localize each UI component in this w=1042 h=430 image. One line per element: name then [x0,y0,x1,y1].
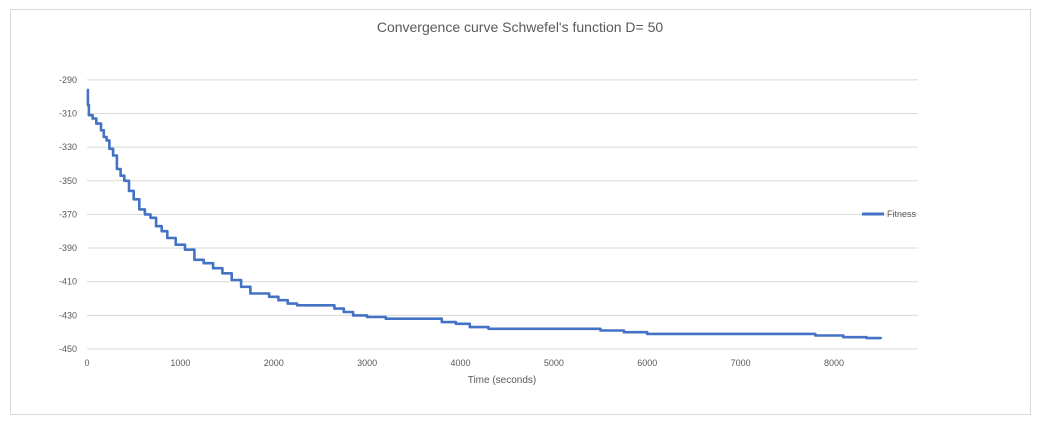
y-tick-label: -430 [59,310,77,320]
y-tick-label: -450 [59,344,77,354]
y-tick-label: -410 [59,277,77,287]
x-tick-label: 6000 [637,358,657,368]
x-tick-label: 0 [84,358,89,368]
x-axis-title: Time (seconds) [468,375,537,386]
x-tick-label: 3000 [357,358,377,368]
series-line-fitness [86,88,882,340]
chart-area [10,9,1031,415]
plot-area [86,88,882,340]
y-tick-label: -350 [59,176,77,186]
y-tick-label: -310 [59,108,77,118]
x-tick-label: 1000 [170,358,190,368]
x-tick-label: 8000 [824,358,844,368]
x-tick-label: 4000 [450,358,470,368]
y-tick-label: -290 [59,75,77,85]
y-tick-label: -390 [59,243,77,253]
x-tick-label: 5000 [544,358,564,368]
x-tick-label: 2000 [264,358,284,368]
y-axis-ticks: -290 -310 -330 -350 -370 -390 -410 -430 -450 [59,75,77,354]
y-tick-label: -330 [59,142,77,152]
gridlines [87,79,918,350]
y-tick-label: -370 [59,209,77,219]
chart-title: Convergence curve Schwefel's function D=… [377,19,664,35]
x-axis-ticks: 0 1000 2000 3000 4000 5000 6000 7000 8000 [84,358,843,368]
legend: Fitness [862,209,917,219]
legend-label-fitness: Fitness [887,209,917,219]
x-tick-label: 7000 [731,358,751,368]
